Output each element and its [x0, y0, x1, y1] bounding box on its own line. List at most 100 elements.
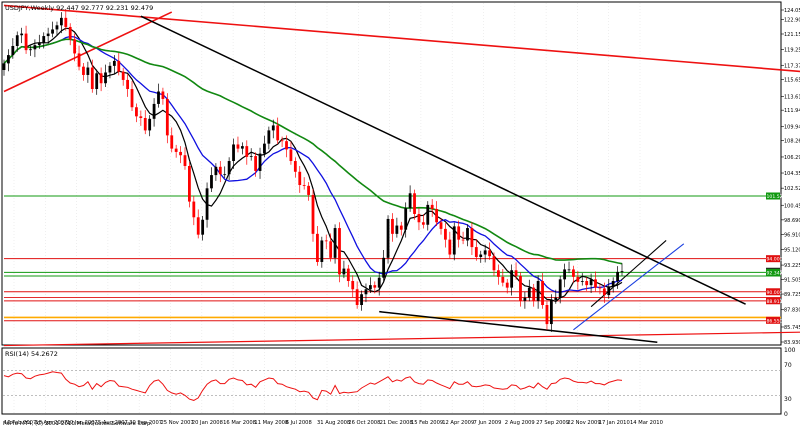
x-tick-label: 25 Nov 2007	[161, 420, 194, 426]
trendline	[3, 4, 800, 73]
trendline	[573, 243, 685, 331]
candle-body	[430, 204, 434, 210]
candle-body	[307, 185, 310, 195]
chart-title: USDJPY,Weekly 92.447 92.777 92.231 92.47…	[5, 4, 153, 12]
candle-body	[452, 226, 456, 255]
candle-body	[29, 49, 32, 51]
candle-body	[316, 233, 319, 262]
candle-body	[90, 67, 94, 90]
candle-body	[580, 281, 584, 282]
price-axis: 124.050 122.900 121.150 119.255 117.370 115.6…	[781, 8, 800, 346]
rsi-indicator	[3, 370, 781, 401]
candle-body	[329, 241, 333, 258]
candle-body	[413, 193, 416, 214]
y-tick-label: 102.520	[784, 186, 800, 192]
candle-body	[227, 161, 231, 175]
x-tick-label: 22 Nov 2009	[567, 420, 600, 426]
candle-body	[218, 166, 222, 175]
candle-body	[585, 281, 589, 286]
candle-body	[20, 33, 24, 36]
candle-body	[126, 79, 129, 90]
x-tick-label: 14 Mar 2010	[630, 420, 663, 426]
candle-body	[33, 45, 37, 50]
candle-body	[541, 281, 544, 306]
candle-body	[112, 60, 116, 66]
rsi-scale-30: 30	[784, 396, 792, 403]
candle-body	[549, 300, 553, 325]
candle-body	[236, 144, 240, 149]
candle-body	[165, 98, 169, 136]
candle-body	[492, 256, 496, 271]
y-tick-label: 106.290	[784, 155, 800, 161]
x-tick-label: 30 Sep 2007	[129, 420, 162, 426]
candle-body	[245, 146, 249, 157]
candle-body	[395, 225, 399, 234]
x-tick-label: 31 Aug 2008	[317, 420, 350, 426]
y-tick-label: 95.120	[784, 247, 800, 253]
price-tag-label: 101.573	[767, 194, 786, 200]
candle-body	[545, 305, 549, 325]
candle-body	[448, 239, 452, 255]
candle-body	[572, 269, 575, 277]
price-tag-box	[766, 288, 780, 296]
candle-body	[514, 270, 518, 277]
candle-body	[355, 289, 359, 306]
candle-body	[457, 226, 461, 240]
candle-body	[196, 217, 200, 235]
candle-body	[183, 155, 187, 166]
candle-body	[620, 271, 624, 272]
candle-body	[368, 285, 372, 290]
candle-body	[466, 228, 469, 241]
x-tick-label: 11 May 2008	[254, 420, 288, 426]
y-tick-label: 98.690	[784, 218, 800, 224]
y-tick-label: 115.655	[784, 77, 800, 83]
x-tick-label: 6 Jul 2008	[286, 420, 312, 426]
price-tag-box	[766, 297, 780, 305]
y-tick-label: 117.370	[784, 63, 800, 69]
candle-body	[86, 67, 90, 75]
y-tick-label: 124.050	[784, 8, 800, 14]
x-tick-label: 17 Jan 2010	[599, 420, 630, 426]
x-tick-label: 18 Apr 2007	[35, 420, 67, 426]
price-tags: 94.00092.47992.34790.00088.91186.550101.…	[766, 192, 786, 324]
trendline	[3, 331, 800, 347]
price-tag-label: 86.550	[767, 318, 783, 324]
rsi-scale-100: 100	[784, 347, 796, 354]
candle-body	[408, 193, 412, 209]
candle-body	[205, 188, 209, 220]
x-tick-label: 26 Oct 2008	[348, 420, 380, 426]
x-tick-label: 15 Feb 2009	[411, 420, 443, 426]
candle-body	[611, 281, 615, 287]
price-tag-label: 92.347	[767, 270, 783, 276]
candle-body	[271, 125, 275, 131]
candle-body	[554, 297, 558, 301]
candle-body	[510, 270, 514, 288]
candle-body	[346, 268, 350, 282]
grid-layer	[13, 3, 641, 413]
candle-body	[589, 279, 593, 286]
candle-body	[77, 53, 81, 67]
candle-body	[104, 72, 107, 84]
candle-body	[298, 171, 302, 186]
candle-body	[170, 135, 174, 149]
candle-body	[536, 281, 540, 301]
candle-body	[351, 281, 355, 290]
trendline	[3, 11, 173, 93]
x-tick-label: 20 Jan 2008	[192, 420, 223, 426]
candle-body	[148, 118, 152, 131]
main-plot-frame	[1, 1, 782, 346]
candle-body	[519, 276, 522, 301]
candle-body	[249, 156, 253, 157]
price-tag-box	[766, 255, 780, 263]
candle-body	[267, 130, 271, 144]
candle-body	[338, 228, 341, 275]
candle-body	[324, 240, 328, 242]
candle-body	[232, 144, 235, 162]
candle-body	[210, 175, 213, 189]
candle-body	[598, 287, 602, 289]
candle-body	[391, 218, 394, 234]
candle-body	[616, 271, 619, 282]
y-tick-label: 93.225	[784, 263, 800, 269]
